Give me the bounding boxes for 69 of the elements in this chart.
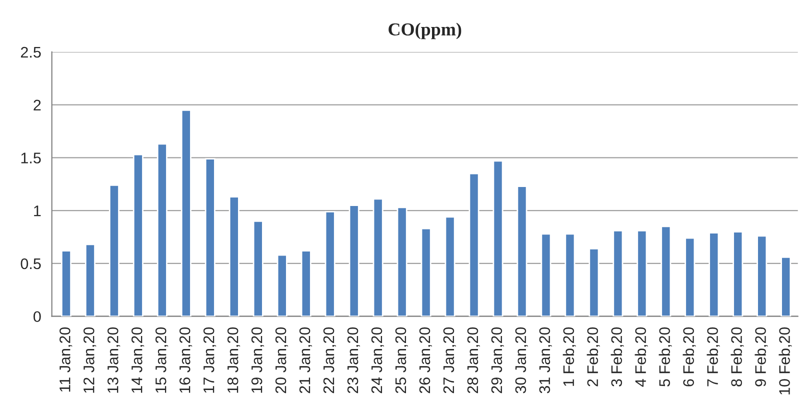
- chart-title: CO(ppm): [388, 22, 462, 40]
- x-tick-label: 5 Feb,20: [658, 327, 672, 386]
- y-tick-label: 1: [34, 206, 41, 216]
- x-tick-label: 6 Feb,20: [682, 327, 696, 386]
- x-tick-label: 25 Jan,20: [395, 327, 408, 394]
- bar: [708, 232, 720, 316]
- bar: [780, 256, 792, 316]
- bar: [252, 220, 264, 316]
- bar: [300, 250, 312, 316]
- y-tick-label: 2.5: [20, 46, 41, 58]
- x-tick-label: 4 Feb,20: [634, 327, 648, 387]
- y-tick-label: 0: [34, 311, 41, 322]
- x-tick-label: 7 Feb,20: [706, 327, 720, 386]
- x-tick-label: 24 Jan,20: [371, 327, 384, 394]
- bar: [372, 198, 384, 316]
- x-tick-label: 10 Feb,20: [778, 327, 792, 394]
- x-tick-label: 9 Feb,20: [754, 327, 768, 386]
- x-tick-label: 12 Jan,20: [84, 327, 96, 393]
- bar: [84, 244, 96, 316]
- bar: [636, 230, 648, 316]
- bar: [540, 233, 552, 316]
- bar: [60, 250, 72, 316]
- x-tick-label: 11 Jan,20: [60, 327, 72, 392]
- x-tick-label: 18 Jan,20: [227, 327, 240, 393]
- x-tick-label: 17 Jan,20: [203, 327, 216, 393]
- x-tick-label: 14 Jan,20: [131, 327, 144, 393]
- bar: [660, 226, 672, 316]
- x-tick-label: 31 Jan,20: [539, 327, 552, 394]
- y-tick-label: 0.5: [20, 258, 41, 270]
- x-tick-label: 29 Jan,20: [491, 327, 504, 394]
- bar: [204, 158, 216, 316]
- bar: [444, 216, 456, 316]
- x-tick-label: 3 Feb,20: [610, 327, 624, 386]
- bar: [180, 109, 192, 316]
- x-tick-label: 23 Jan,20: [347, 327, 360, 394]
- bar: [348, 204, 360, 316]
- bar: [516, 186, 528, 316]
- x-tick-label: 8 Feb,20: [730, 327, 744, 386]
- x-tick-label: 19 Jan,20: [251, 327, 264, 393]
- x-tick-label: 16 Jan,20: [179, 327, 192, 393]
- bar: [564, 233, 576, 316]
- bar: [468, 172, 480, 316]
- bar: [396, 206, 408, 316]
- bar: [108, 184, 120, 316]
- x-tick-label: 13 Jan,20: [107, 327, 120, 393]
- bar: [732, 231, 744, 316]
- x-tick-label: 20 Jan,20: [275, 327, 288, 394]
- x-tick-label: 27 Jan,20: [443, 327, 456, 394]
- x-tick-label: 21 Jan,20: [299, 327, 312, 394]
- bar: [756, 235, 768, 316]
- x-tick-label: 1 Feb,20: [562, 327, 576, 386]
- x-tick-label: 2 Feb,20: [586, 327, 600, 386]
- bar: [156, 143, 168, 316]
- bar: [324, 210, 336, 316]
- y-tick-label: 2: [34, 100, 41, 110]
- x-tick-label: 30 Jan,20: [515, 327, 528, 394]
- bar: [612, 230, 624, 316]
- bar: [684, 237, 696, 316]
- bar: [588, 248, 600, 316]
- bar: [276, 254, 288, 316]
- bar: [132, 154, 144, 316]
- y-tick-label: 1.5: [21, 152, 41, 164]
- bar: [228, 196, 240, 316]
- bar: [492, 160, 504, 316]
- x-tick-label: 15 Jan,20: [155, 327, 168, 393]
- x-tick-label: 26 Jan,20: [419, 327, 432, 394]
- x-tick-label: 28 Jan,20: [467, 327, 480, 394]
- x-tick-label: 22 Jan,20: [323, 327, 336, 394]
- bar: [420, 228, 432, 316]
